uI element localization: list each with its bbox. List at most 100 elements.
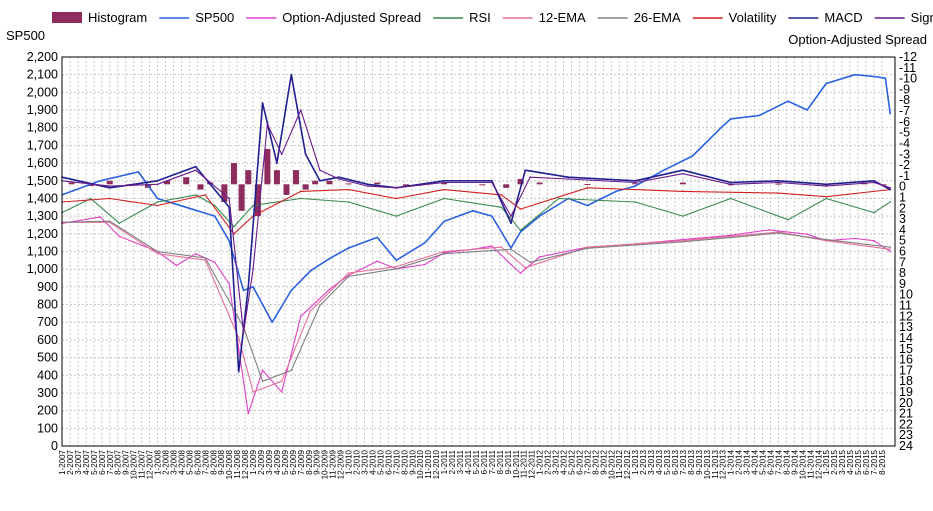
histogram-bar [584,183,591,185]
x-tick-label: 11-2011 [520,449,529,478]
data-point-sp500 [825,82,828,85]
data-point-volatility [347,188,350,191]
x-tick-label: 4-2007 [82,449,91,474]
x-tick-label: 8-2012 [591,449,600,474]
data-point-sp500 [376,236,379,239]
left-tick-label: 1,700 [27,138,58,152]
right-tick-label: -2 [899,158,910,172]
x-tick-label: 3-2015 [838,449,847,474]
right-tick-label: 19 [899,385,913,399]
histogram-bar [503,184,510,188]
x-tick-label: 9-2008 [217,449,226,474]
plot-frame [61,56,896,447]
histogram-bar [326,180,333,185]
data-point-macd [825,183,828,186]
x-tick-label: 3-2014 [743,449,752,474]
data-point-sp500 [615,190,617,193]
data-point-option-adjusted-spread [175,264,178,267]
data-point-sp500 [252,286,254,288]
x-tick-label: 11-2008 [233,449,242,478]
right-tick-label: 9 [899,277,906,291]
data-point-volatility [519,208,522,210]
left-tick-label: 1,000 [27,262,58,276]
x-tick-label: 3-2008 [169,449,178,474]
right-tick-label: 15 [899,342,913,356]
x-tick-label: 4-2015 [846,449,855,474]
x-tick-label: 12-2014 [814,449,823,479]
data-point-sp500 [691,155,694,157]
x-tick-label: 10-2013 [703,449,712,479]
right-tick-label: -9 [899,82,910,96]
x-tick-label: 6-2010 [384,449,393,474]
histogram-bar [283,184,290,195]
histogram-bar [345,183,352,185]
x-tick-label: 4-2011 [464,449,473,474]
histogram-bar [374,182,381,185]
histogram-bar [312,180,319,185]
data-point-sp500 [519,231,522,233]
data-point-sp500 [889,112,892,115]
data-point-option-adjusted-spread [519,272,522,274]
data-point-sp500 [185,206,187,209]
histogram-bar [293,170,300,185]
x-tick-label: 5-2015 [854,449,863,474]
data-point-26-ema [108,220,111,223]
data-point-12-ema [156,252,159,255]
data-point-option-adjusted-spread [376,260,379,263]
data-point-sp500 [395,259,398,262]
data-point-volatility [300,190,302,193]
left-tick-label: 1,300 [27,209,58,223]
left-tick-label: 100 [37,421,58,435]
right-tick-label: 8 [899,266,906,280]
right-tick-label: 22 [899,417,913,431]
x-tick-label: 11-2009 [329,449,338,478]
legend-label: 12-EMA [539,10,586,25]
left-tick-label: 600 [37,333,58,347]
data-point-volatility [500,194,503,196]
data-point-macd [276,162,278,164]
data-point-macd [889,188,892,191]
x-tick-label: 7-2014 [774,449,783,474]
data-point-option-adjusted-spread [889,250,892,253]
data-point-option-adjusted-spread [300,315,302,318]
legend: Histogram SP500 Option-Adjusted Spread RSI 1… [52,10,933,25]
left-tick-label: 400 [37,368,58,382]
data-point-sp500 [290,289,293,292]
x-tick-label: 1-2012 [536,449,545,474]
left-tick-label: 500 [37,351,58,365]
right-tick-label: 5 [899,234,906,248]
x-tick-label: 2-2012 [544,449,553,474]
data-point-macd [873,179,875,182]
x-tick-label: 7-2010 [392,449,401,474]
x-tick-label: 2-2013 [639,449,648,474]
data-point-signal [242,332,245,334]
data-point-sp500 [729,118,732,120]
data-point-option-adjusted-spread [99,216,102,218]
right-tick-label: 18 [899,374,913,388]
left-tick-label: 700 [37,315,58,329]
data-point-volatility [443,188,445,191]
histogram-bar [536,182,543,185]
x-axis-ticks: 1-2007 3-2007 5-2007 7-2007 9-2007 11-2007 1-2… [58,449,887,479]
right-tick-label: 17 [899,363,913,377]
data-point-option-adjusted-spread [768,229,770,231]
right-tick-label: 2 [899,201,906,215]
x-tick-label: 7-2012 [583,449,592,474]
x-tick-label: 12-2011 [528,449,537,478]
left-tick-label: 2,100 [27,68,58,82]
data-point-macd [491,179,493,182]
data-point-signal [280,153,283,156]
histogram-bar [775,183,782,185]
data-point-signal [443,181,445,184]
x-tick-label: 7-2008 [201,449,210,474]
x-tick-label: 10-2014 [798,449,807,479]
data-point-option-adjusted-spread [424,263,426,266]
data-point-sp500 [347,247,350,249]
data-point-volatility [108,197,111,200]
x-tick-label: 2-2008 [161,449,170,474]
x-tick-label: 6-2014 [766,449,775,474]
right-axis-ticks: -12-11-10-9-8-7-6-5-4-3-2-10123456789101… [899,50,917,453]
data-point-rsi [500,206,503,209]
x-tick-label: 1-2008 [154,449,163,474]
